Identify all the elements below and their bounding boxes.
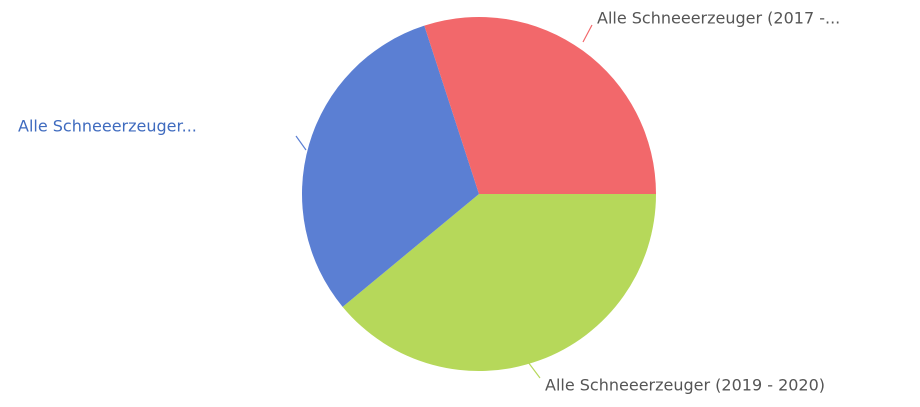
pie-slice (342, 194, 656, 372)
leader-line (527, 361, 541, 379)
slice-label: Alle Schneeerzeuger (2019 - 2020) (545, 376, 825, 395)
pie-slice (302, 25, 479, 307)
pie-slice (424, 16, 656, 194)
leader-line (295, 135, 307, 151)
slice-label: Alle Schneeerzeuger... (18, 117, 197, 136)
slice-label: Alle Schneeerzeuger (2017 -... (597, 9, 840, 28)
leader-line (582, 24, 593, 43)
